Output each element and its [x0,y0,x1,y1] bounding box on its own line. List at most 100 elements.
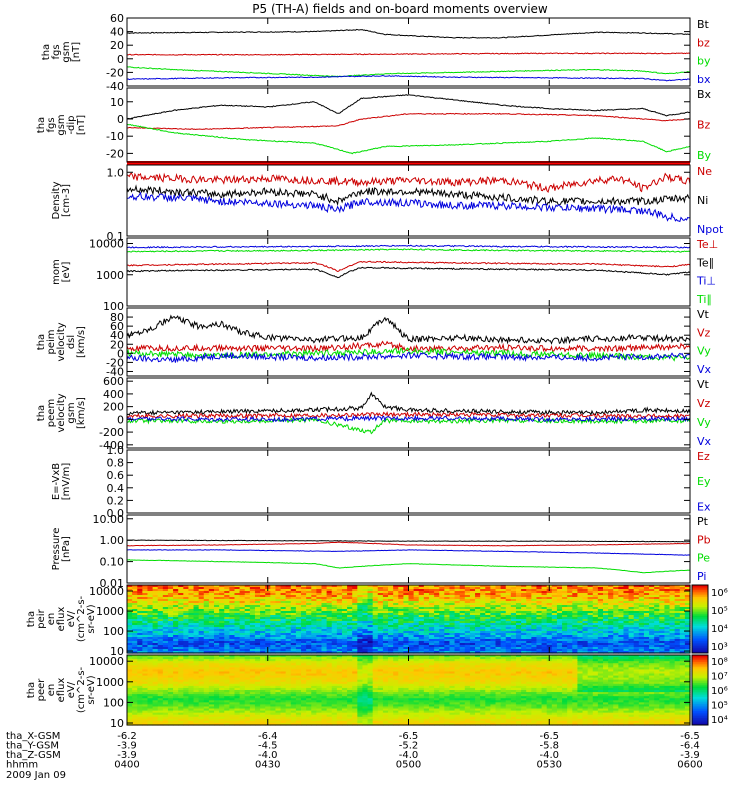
heatmap-cell [224,601,230,604]
heatmap-cell [613,597,619,600]
heatmap-cell [459,593,466,596]
heatmap-cell [454,615,461,618]
heatmap-cell [439,649,445,652]
heatmap-cell [214,661,220,664]
heatmap-cell [495,665,502,668]
heatmap-cell [684,621,691,624]
heatmap-cell [449,613,456,616]
heatmap-cell [454,585,461,588]
heatmap-cell [664,623,671,626]
heatmap-cell [214,595,220,598]
heatmap-cell [505,593,512,596]
colorbar-segment [692,591,708,594]
heatmap-cell [659,619,666,622]
heatmap-cell [229,663,236,666]
heatmap-cell [408,601,415,604]
heatmap-cell [321,593,328,596]
heatmap-cell [582,587,589,590]
heatmap-cell [485,615,491,618]
heatmap-cell [306,647,312,650]
heatmap-cell [669,633,676,636]
heatmap-cell [137,661,143,664]
y-tick-label: -20 [106,66,124,79]
heatmap-cell [556,661,563,664]
heatmap-cell [582,615,589,618]
heatmap-cell [173,647,179,650]
heatmap-cell [654,635,660,638]
heatmap-cell [152,617,159,620]
heatmap-cell [347,657,353,660]
heatmap-cell [249,617,256,620]
heatmap-cell [244,595,251,598]
heatmap-cell [669,665,676,668]
heatmap-cell [515,607,522,610]
heatmap-cell [475,637,481,640]
heatmap-cell [193,619,200,622]
heatmap-cell [214,601,220,604]
heatmap-cell [347,595,353,598]
heatmap-cell [336,665,343,668]
y-axis-label: tha [36,117,47,133]
heatmap-cell [674,631,681,634]
heatmap-cell [301,593,307,596]
heatmap-cell [367,669,374,673]
heatmap-cell [638,591,645,594]
heatmap-cell [567,635,573,638]
heatmap-cell [643,593,650,596]
heatmap-cell [562,617,568,620]
heatmap-cell [336,631,343,634]
heatmap-cell [362,659,369,662]
heatmap-cell [556,607,563,610]
heatmap-cell [510,609,517,612]
heatmap-cell [224,609,230,612]
heatmap-cell [316,595,323,598]
heatmap-cell [541,617,548,620]
heatmap-cell [505,607,512,610]
heatmap-cell [654,633,660,636]
heatmap-cell [664,605,671,608]
heatmap-cell [167,667,174,671]
heatmap-cell [546,669,553,673]
heatmap-cell [403,629,410,632]
heatmap-cell [577,667,584,671]
y-axis-label: peim [46,329,57,354]
heatmap-cell [152,619,159,622]
heatmap-cell [377,615,384,618]
heatmap-cell [643,669,650,673]
heatmap-cell [152,611,159,614]
heatmap-cell [336,611,343,614]
heatmap-cell [341,661,348,664]
heatmap-cell [562,605,568,608]
heatmap-cell [167,659,174,662]
heatmap-cell [188,615,195,618]
heatmap-cell [352,635,358,638]
heatmap-cell [249,623,256,626]
heatmap-cell [326,659,333,662]
heatmap-cell [321,645,328,648]
heatmap-cell [331,655,338,658]
heatmap-cell [577,597,584,600]
heatmap-cell [454,613,461,616]
heatmap-cell [167,651,174,654]
heatmap-cell [377,657,384,660]
heatmap-cell [679,605,686,608]
heatmap-cell [219,629,225,632]
heatmap-cell [521,647,527,650]
heatmap-cell [515,601,522,604]
heatmap-cell [618,611,625,614]
heatmap-cell [260,595,266,598]
heatmap-cell [418,661,425,664]
heatmap-cell [556,633,563,636]
heatmap-cell [679,603,686,606]
heatmap-cell [311,605,317,608]
heatmap-cell [408,627,415,630]
heatmap-cell [127,649,133,652]
heatmap-cell [541,637,548,640]
heatmap-cell [505,651,512,654]
heatmap-cell [398,657,404,660]
heatmap-cell [669,617,676,620]
heatmap-cell [633,635,640,638]
heatmap-cell [664,609,671,612]
colorbar-segment [692,624,708,627]
